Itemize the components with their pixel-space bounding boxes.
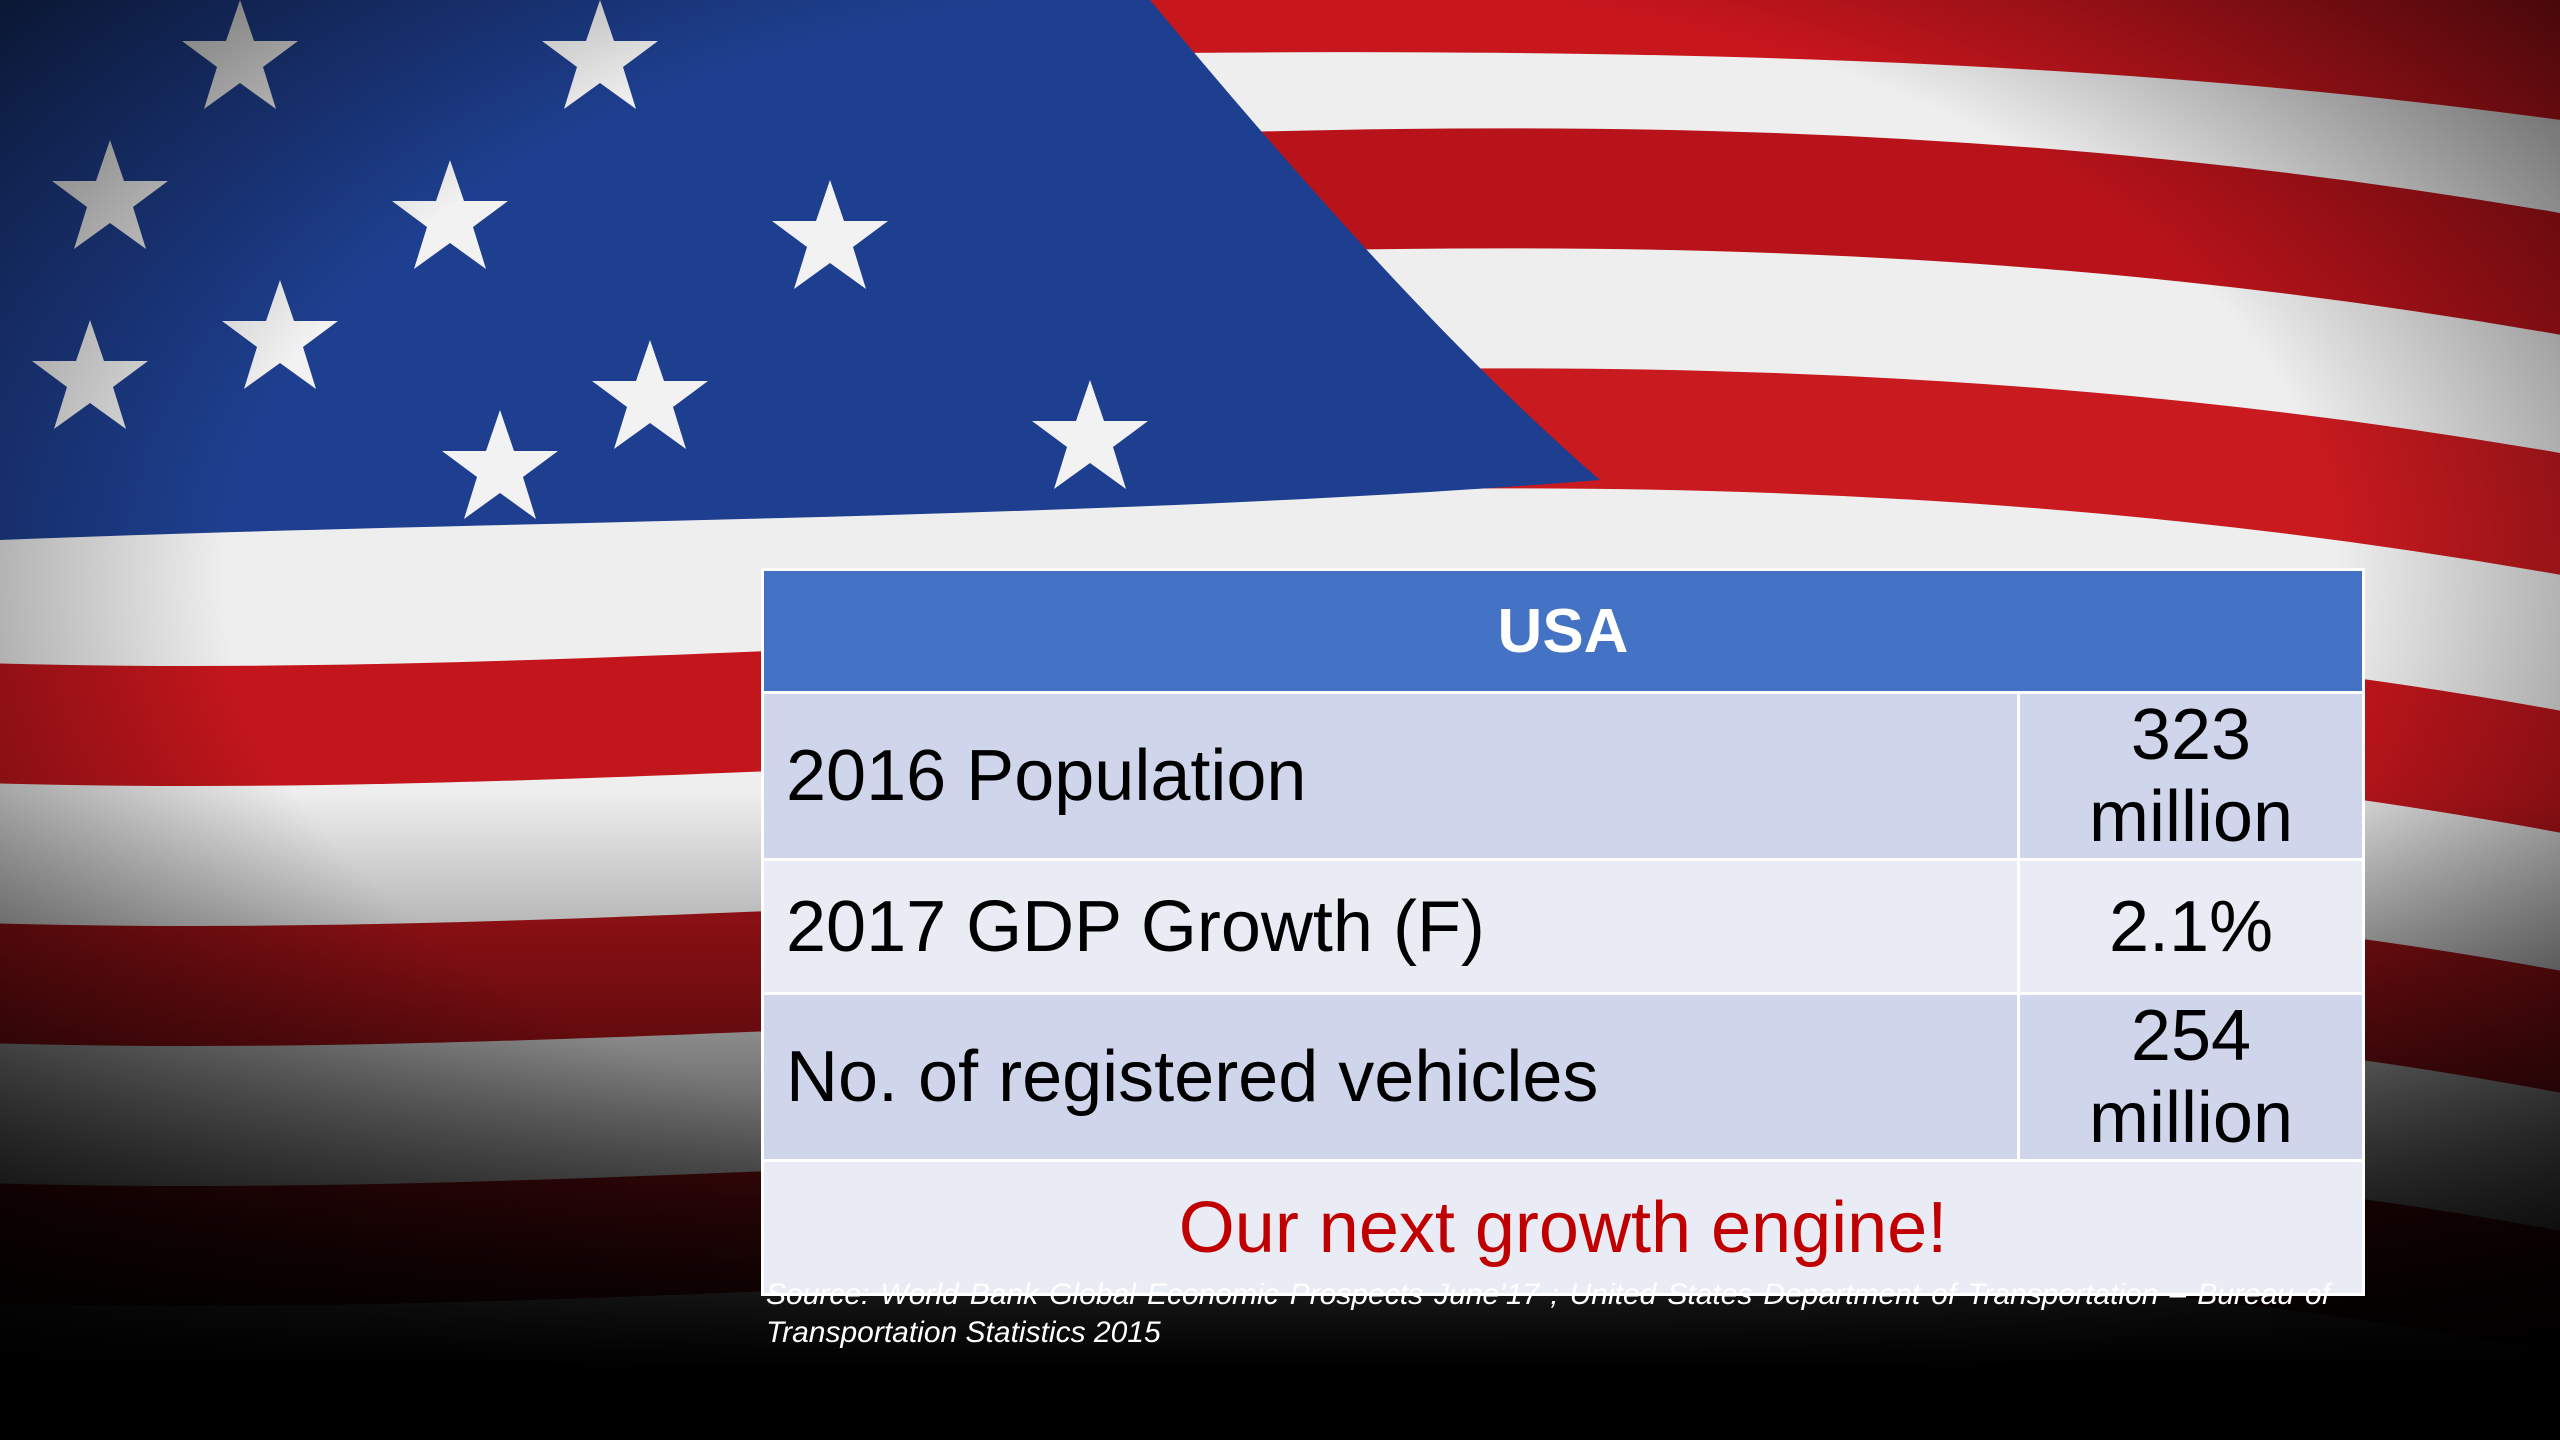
source-note: Source: World Bank Global Economic Prosp… <box>766 1278 2330 1349</box>
row-label: 2017 GDP Growth (F) <box>761 858 2020 995</box>
row-label: No. of registered vehicles <box>761 992 2020 1162</box>
table-footer: Our next growth engine! <box>761 1159 2365 1296</box>
table-header: USA <box>761 568 2365 694</box>
data-table: USA 2016 Population 323 million 2017 GDP … <box>761 568 2365 1296</box>
row-value: 2.1% <box>2017 858 2365 995</box>
row-value: 323 million <box>2017 691 2365 861</box>
row-label: 2016 Population <box>761 691 2020 861</box>
row-value: 254 million <box>2017 992 2365 1162</box>
